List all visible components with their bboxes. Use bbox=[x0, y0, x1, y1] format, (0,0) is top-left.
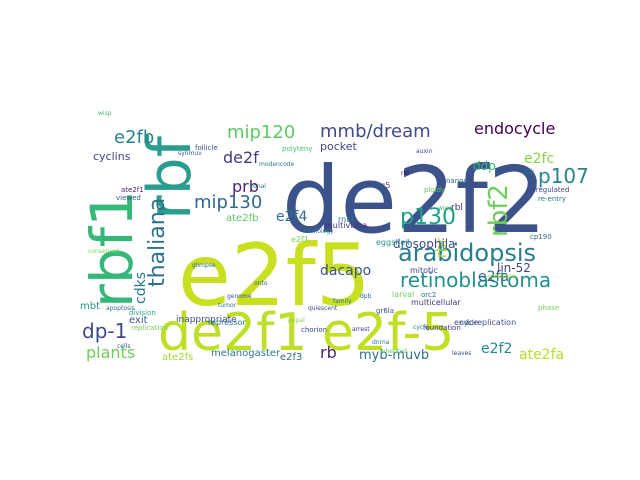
cloud-word: nanos bbox=[446, 177, 467, 185]
cloud-word: leaves bbox=[452, 350, 471, 357]
cloud-word: arabidopsis bbox=[398, 239, 536, 267]
cloud-word: polyteny bbox=[282, 145, 312, 153]
cloud-word: ate2fs bbox=[162, 352, 193, 363]
cloud-word: rbl bbox=[451, 203, 463, 213]
cloud-word: tumor bbox=[218, 302, 237, 309]
cloud-word: e2f1 bbox=[291, 235, 309, 244]
cloud-word: follicle bbox=[195, 144, 218, 152]
cloud-word: larval bbox=[392, 290, 414, 299]
cloud-word: rbr bbox=[434, 237, 450, 258]
cloud-word: ecdysone bbox=[487, 273, 516, 280]
cloud-word: replication bbox=[131, 324, 168, 332]
cloud-word: de2f bbox=[223, 148, 259, 167]
cloud-word: cdk bbox=[522, 168, 535, 176]
cloud-word: arrest bbox=[352, 326, 370, 333]
cloud-word: e2f5 bbox=[178, 226, 371, 326]
cloud-word: modencode bbox=[259, 161, 295, 168]
cloud-word: melanogaster bbox=[211, 348, 281, 359]
cloud-word: multivulva bbox=[325, 221, 367, 230]
cloud-word: genome bbox=[227, 293, 252, 300]
cloud-word: mmb/dream bbox=[320, 121, 431, 142]
cloud-word: cp190 bbox=[530, 233, 552, 241]
cloud-word: e2f2 bbox=[481, 341, 512, 357]
cloud-word: dp-1 bbox=[82, 319, 127, 343]
cloud-word: phase bbox=[538, 304, 559, 312]
cloud-word: de2f1 bbox=[158, 303, 307, 363]
cloud-word: chorion bbox=[301, 326, 327, 334]
cloud-word: ate2fb bbox=[226, 213, 258, 224]
cloud-word: e2fa bbox=[478, 269, 509, 285]
cloud-word: wing bbox=[438, 205, 452, 212]
cloud-word: glimpse bbox=[192, 262, 216, 269]
cloud-word: homology bbox=[304, 228, 334, 235]
cloud-word: ate2fa bbox=[519, 347, 564, 363]
cloud-word: cdks bbox=[133, 272, 149, 304]
cloud-word: pupal bbox=[288, 317, 305, 324]
cloud-word: eggshell bbox=[376, 238, 410, 247]
cloud-word: de2f2 bbox=[282, 147, 546, 254]
cloud-word: inherited bbox=[380, 348, 407, 355]
cloud-word: cycle bbox=[460, 319, 478, 327]
cloud-word: myb-muvb bbox=[359, 348, 429, 363]
cloud-word: wisp bbox=[98, 110, 112, 117]
cloud-word: foundation bbox=[423, 324, 461, 332]
cloud-word: mip120 bbox=[227, 122, 295, 143]
cloud-word: lin-52 bbox=[497, 261, 531, 275]
cloud-word: deregulated bbox=[527, 186, 569, 194]
cloud-word: p107 bbox=[538, 164, 589, 188]
cloud-word: gr6la bbox=[376, 307, 394, 315]
cloud-word: mitotic bbox=[410, 266, 438, 275]
cloud-word: multicellular bbox=[411, 298, 461, 307]
cloud-word: repressor bbox=[208, 318, 246, 327]
cloud-word: endocycle bbox=[474, 119, 555, 138]
cloud-word: apoptosis bbox=[106, 305, 135, 312]
cloud-word: cells bbox=[117, 343, 130, 350]
cloud-word: cycle bbox=[413, 324, 429, 331]
cloud-word: prb bbox=[232, 177, 259, 196]
cloud-word: family bbox=[333, 298, 352, 305]
cloud-word: rbl bbox=[401, 170, 409, 177]
cloud-word: e2f3 bbox=[280, 352, 302, 363]
cloud-word: synmuv bbox=[178, 150, 202, 157]
cloud-word: drosophila bbox=[393, 237, 455, 251]
cloud-word: e2f4 bbox=[276, 209, 307, 225]
cloud-word: orc5 bbox=[373, 181, 391, 190]
cloud-word: division bbox=[129, 309, 156, 317]
cloud-word: cyclins bbox=[93, 150, 131, 163]
cloud-word: quiescent bbox=[308, 305, 338, 312]
cloud-word: dacapo bbox=[320, 263, 371, 279]
cloud-word: dpb bbox=[360, 293, 372, 300]
cloud-word: e2fb bbox=[114, 127, 154, 148]
cloud-word: retinoblastoma bbox=[400, 268, 551, 292]
cloud-word: pocket bbox=[320, 140, 358, 153]
cloud-word: re-entry bbox=[538, 195, 566, 203]
cloud-word: thaliana bbox=[145, 198, 170, 287]
cloud-word: orc2 bbox=[421, 291, 436, 299]
cloud-word: inappropriate bbox=[176, 315, 237, 325]
cloud-word: rb bbox=[320, 343, 337, 362]
cloud-word: conserved bbox=[88, 248, 119, 255]
cloud-word: plants bbox=[86, 343, 135, 362]
cloud-word: ate2f1 bbox=[121, 186, 144, 194]
cloud-word: mip130 bbox=[194, 192, 262, 213]
cloud-word: p130 bbox=[400, 205, 456, 230]
cloud-word: e2fc bbox=[524, 151, 554, 167]
cloud-word: rbf bbox=[135, 134, 205, 220]
cloud-word: ploidy bbox=[424, 186, 445, 194]
cloud-word: rbf2 bbox=[484, 184, 514, 237]
cloud-word: rnai bbox=[338, 215, 353, 224]
cloud-word: onto bbox=[254, 280, 268, 287]
cloud-word: exit bbox=[129, 315, 148, 326]
cloud-word: e2f-5 bbox=[322, 303, 454, 363]
cloud-word: mbt bbox=[80, 301, 100, 312]
cloud-word: viewed bbox=[116, 194, 141, 202]
cloud-word: auxin bbox=[416, 148, 433, 155]
cloud-word: dnrna bbox=[372, 339, 390, 346]
cloud-word: ddp bbox=[473, 159, 496, 173]
cloud-word: zonal bbox=[250, 183, 266, 190]
cloud-word: endoreplication bbox=[454, 318, 516, 327]
cloud-word: rbf1 bbox=[78, 190, 146, 308]
